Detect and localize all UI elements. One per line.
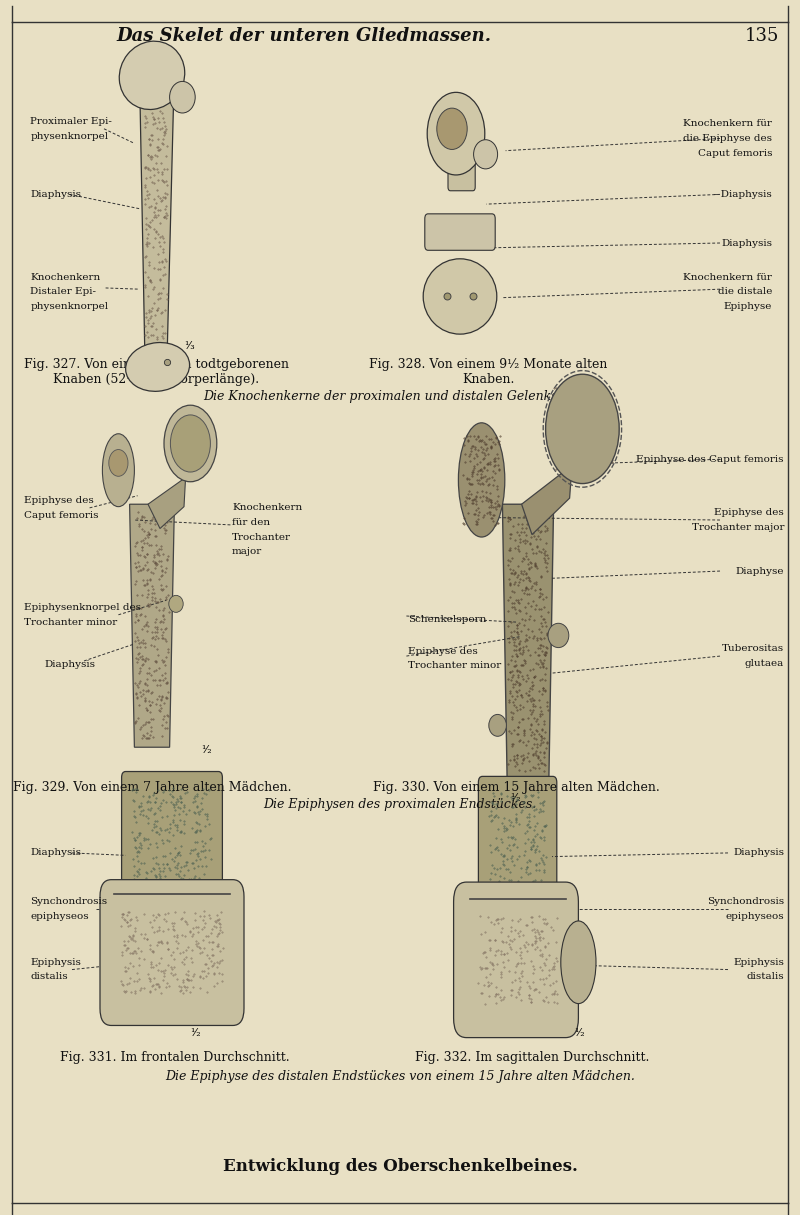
Text: Epiphyse: Epiphyse [724,301,772,311]
Text: die Epiphyse des: die Epiphyse des [683,134,772,143]
Text: 135: 135 [745,28,778,45]
Text: Epiphysenknorpel des: Epiphysenknorpel des [24,603,141,612]
Text: Fig. 327. Von einem reifen todtgeborenen: Fig. 327. Von einem reifen todtgeborenen [23,358,289,371]
Text: distalis: distalis [746,972,784,982]
Text: Die Knochenkerne der proximalen und distalen Gelenkstheile.: Die Knochenkerne der proximalen und dist… [203,390,597,402]
Text: Epiphyse des: Epiphyse des [24,496,94,505]
Text: ¹⁄₂: ¹⁄₂ [574,1028,585,1038]
Text: Tuberositas: Tuberositas [722,644,784,654]
Text: Diaphysis: Diaphysis [721,238,772,248]
Text: ¹⁄₂: ¹⁄₂ [442,318,452,328]
Ellipse shape [437,108,467,149]
Ellipse shape [164,406,217,482]
Text: Die Epiphysen des proximalen Endstückes.: Die Epiphysen des proximalen Endstückes. [263,798,537,810]
Ellipse shape [109,450,128,476]
Ellipse shape [102,434,134,507]
Text: Knochenkern für: Knochenkern für [683,272,772,282]
Text: Diaphysis: Diaphysis [44,660,95,669]
Ellipse shape [458,423,505,537]
Polygon shape [130,504,174,747]
Text: distalis: distalis [30,972,68,982]
Text: Entwicklung des Oberschenkelbeines.: Entwicklung des Oberschenkelbeines. [222,1158,578,1175]
Text: Epiphyse des: Epiphyse des [714,508,784,518]
Text: Diaphysis: Diaphysis [733,848,784,858]
FancyBboxPatch shape [448,132,475,191]
FancyBboxPatch shape [425,214,495,250]
Text: Trochanter: Trochanter [232,532,291,542]
Ellipse shape [126,343,190,391]
FancyBboxPatch shape [122,772,222,895]
Text: Trochanter minor: Trochanter minor [408,661,502,671]
Text: Trochanter minor: Trochanter minor [24,617,118,627]
Text: ¹⁄₂: ¹⁄₂ [201,745,212,755]
Text: Diaphysis: Diaphysis [30,190,82,199]
Text: Diaphyse: Diaphyse [735,566,784,576]
Text: Fig. 328. Von einem 9¹⁄₂ Monate alten: Fig. 328. Von einem 9¹⁄₂ Monate alten [369,358,607,371]
Text: glutaea: glutaea [745,659,784,668]
Polygon shape [148,477,186,529]
Ellipse shape [169,595,183,612]
Text: Synchondrosis: Synchondrosis [30,897,107,906]
Text: Die Epiphyse des distalen Endstückes von einem 15 Jahre alten Mädchen.: Die Epiphyse des distalen Endstückes von… [165,1070,635,1083]
Text: Proximaler Epi-: Proximaler Epi- [30,117,112,126]
Polygon shape [522,465,572,535]
Text: Diaphysis: Diaphysis [30,848,82,858]
Text: für den: für den [232,518,270,527]
Text: physenknorpel: physenknorpel [30,131,109,141]
Ellipse shape [170,416,210,473]
Ellipse shape [546,374,619,484]
Text: die distale: die distale [718,287,772,296]
Text: Fig. 331. Im frontalen Durchschnitt.: Fig. 331. Im frontalen Durchschnitt. [59,1051,290,1063]
Text: Caput femoris: Caput femoris [24,510,98,520]
Text: Schenkelsporn: Schenkelsporn [408,615,486,625]
Text: Trochanter major: Trochanter major [691,522,784,532]
Text: Fig. 332. Im sagittalen Durchschnitt.: Fig. 332. Im sagittalen Durchschnitt. [415,1051,649,1063]
Text: Epiphysis: Epiphysis [30,957,82,967]
Text: Synchondrosis: Synchondrosis [707,897,784,906]
Text: physenknorpel: physenknorpel [30,301,109,311]
FancyBboxPatch shape [100,880,244,1025]
Ellipse shape [561,921,596,1004]
Text: Das Skelet der unteren Gliedmassen.: Das Skelet der unteren Gliedmassen. [117,28,491,45]
Text: epiphyseos: epiphyseos [30,911,89,921]
Text: Knochenkern: Knochenkern [30,272,101,282]
Text: Knochenkern: Knochenkern [232,503,302,513]
Text: Knochenkern für: Knochenkern für [683,119,772,129]
Ellipse shape [170,81,195,113]
Text: - Diaphysis: - Diaphysis [714,190,772,199]
FancyBboxPatch shape [454,882,578,1038]
FancyBboxPatch shape [478,776,557,900]
Ellipse shape [548,623,569,648]
Ellipse shape [423,259,497,334]
Text: ¹⁄₂: ¹⁄₂ [190,1028,201,1038]
Text: Fig. 330. Von einem 15 Jahre alten Mädchen.: Fig. 330. Von einem 15 Jahre alten Mädch… [373,781,659,793]
Ellipse shape [427,92,485,175]
Ellipse shape [119,41,185,109]
Text: Fig. 329. Von einem 7 Jahre alten Mädchen.: Fig. 329. Von einem 7 Jahre alten Mädche… [13,781,291,793]
Text: Epiphyse des: Epiphyse des [408,646,478,656]
Text: major: major [232,547,262,556]
Polygon shape [140,100,174,352]
Text: ¹⁄₂: ¹⁄₂ [454,320,466,329]
Text: ¹⁄₂: ¹⁄₂ [510,793,522,803]
Text: Epiphysis: Epiphysis [733,957,784,967]
Ellipse shape [474,140,498,169]
Text: ¹⁄₃: ¹⁄₃ [184,341,195,351]
Ellipse shape [489,714,506,736]
Text: Caput femoris: Caput femoris [698,148,772,158]
Polygon shape [502,504,554,784]
Text: Knaben (52·5 Cm. Körperlänge).: Knaben (52·5 Cm. Körperlänge). [53,373,259,385]
Text: Knaben.: Knaben. [462,373,514,385]
Text: Distaler Epi-: Distaler Epi- [30,287,97,296]
Text: Epiphyse des Caput femoris: Epiphyse des Caput femoris [637,454,784,464]
Text: epiphyseos: epiphyseos [726,911,784,921]
